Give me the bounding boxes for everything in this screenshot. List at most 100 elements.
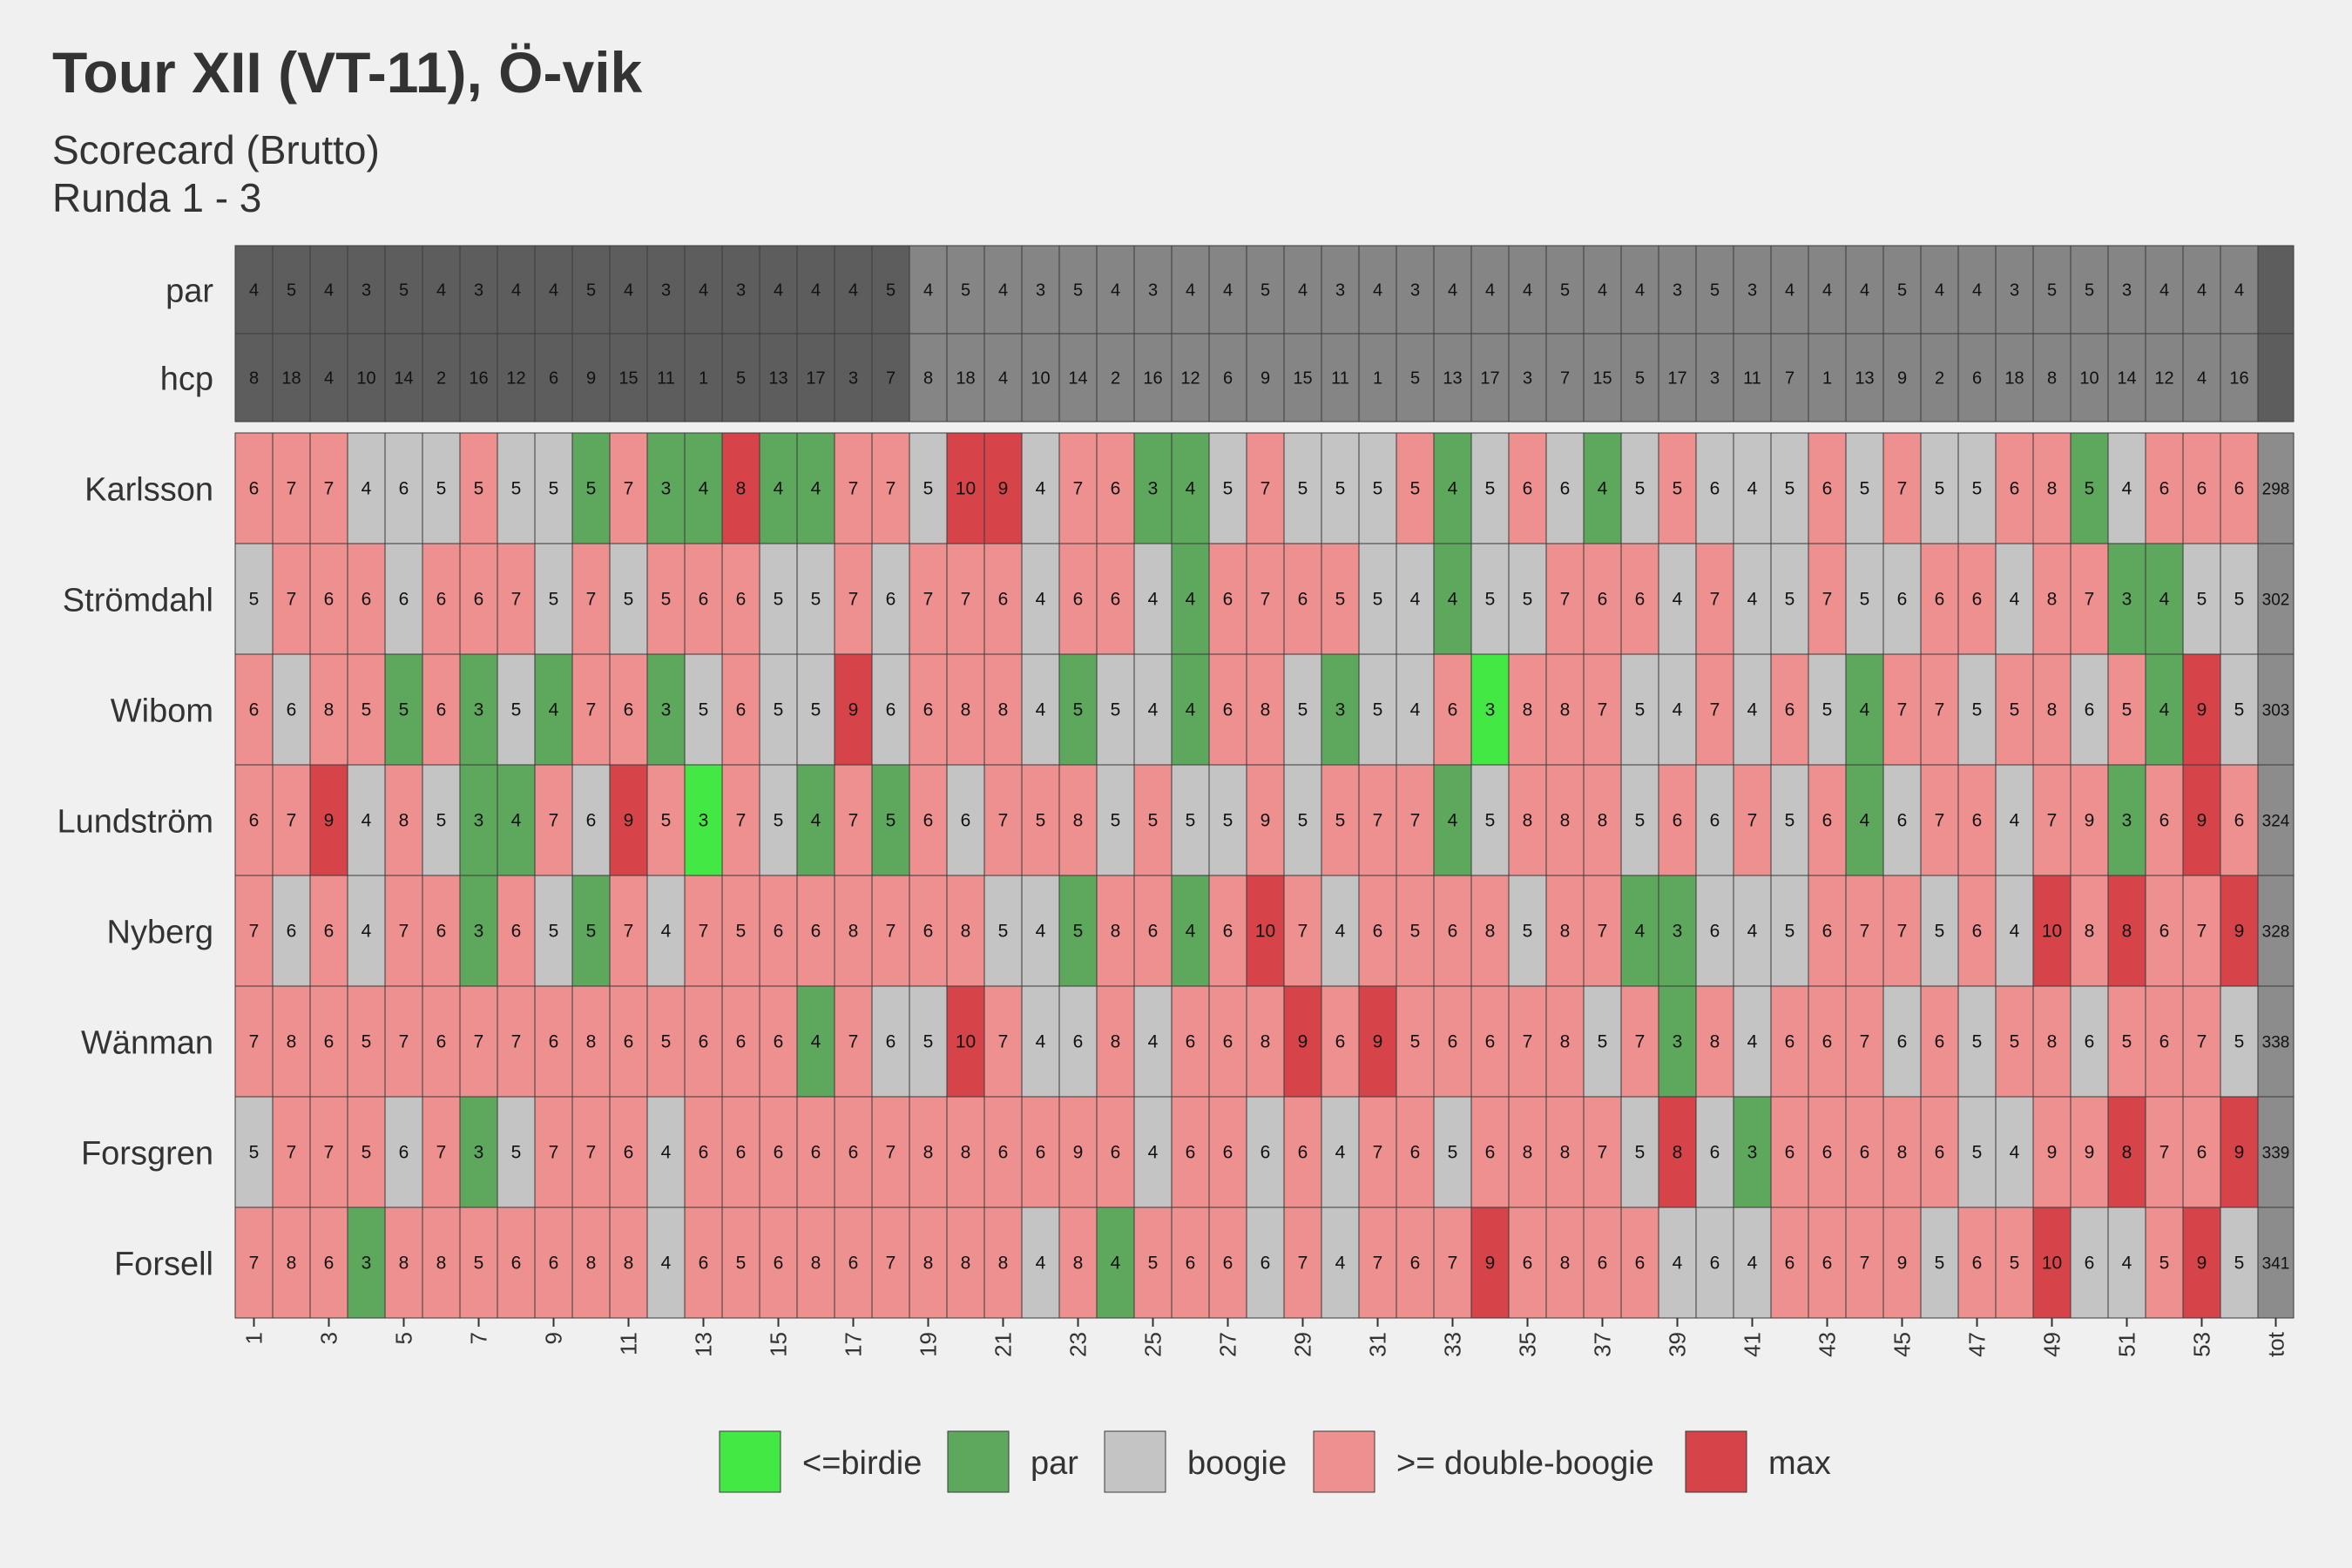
score-cell — [909, 543, 948, 655]
total-value: 302 — [2262, 591, 2290, 610]
header-cell-value: 5 — [736, 369, 746, 389]
header-cell — [1920, 333, 1959, 422]
header-cell-value: 17 — [806, 369, 825, 389]
score-cell — [497, 985, 536, 1098]
score-value: 4 — [661, 1143, 672, 1163]
score-value: 8 — [1560, 700, 1571, 720]
score-value: 3 — [362, 1254, 372, 1274]
score-value: 7 — [1860, 922, 1870, 942]
score-value: 8 — [811, 1254, 821, 1274]
score-cell — [1733, 1096, 1772, 1208]
score-cell — [1246, 543, 1285, 655]
score-value: 4 — [2159, 590, 2170, 610]
score-value: 7 — [1298, 1254, 1308, 1274]
score-value: 6 — [1523, 479, 1533, 499]
score-cell — [646, 653, 686, 766]
score-value: 5 — [661, 811, 672, 831]
score-cell — [1171, 1096, 1210, 1208]
score-value: 8 — [1111, 922, 1121, 942]
score-cell — [1845, 764, 1884, 876]
score-cell — [1133, 985, 1173, 1098]
score-value: 6 — [699, 590, 709, 610]
score-value: 4 — [1747, 479, 1758, 499]
x-tick-label: 25 — [1140, 1332, 1166, 1357]
score-cell — [1920, 985, 1959, 1098]
score-cell — [1133, 875, 1173, 987]
score-cell — [834, 875, 873, 987]
score-value: 4 — [549, 700, 559, 720]
score-value: 9 — [1073, 1143, 1084, 1163]
total-value: 338 — [2262, 1034, 2290, 1052]
score-cell — [497, 653, 536, 766]
header-cell — [309, 245, 348, 335]
score-value: 8 — [1523, 1143, 1533, 1163]
header-cell — [1358, 333, 1397, 422]
score-value: 8 — [961, 1143, 971, 1163]
score-cell — [459, 432, 498, 544]
header-cell-value: 5 — [1260, 281, 1270, 301]
score-value: 7 — [287, 1143, 297, 1163]
header-cell — [1021, 333, 1060, 422]
score-value: 6 — [1410, 1143, 1421, 1163]
score-cell — [1995, 543, 2034, 655]
score-value: 6 — [886, 590, 896, 610]
score-value: 6 — [811, 1143, 821, 1163]
score-value: 6 — [886, 1032, 896, 1052]
score-value: 5 — [1860, 479, 1870, 499]
legend-label: max — [1768, 1445, 1831, 1482]
score-cell — [1396, 764, 1435, 876]
x-tick-label: 43 — [1815, 1332, 1841, 1357]
header-row-label: par — [166, 274, 213, 310]
score-value: 5 — [811, 700, 821, 720]
score-value: 6 — [1598, 590, 1608, 610]
score-value: 9 — [1897, 1254, 1908, 1274]
score-cell — [1882, 985, 1922, 1098]
header-cell-value: 4 — [511, 281, 521, 301]
score-value: 9 — [2197, 700, 2207, 720]
score-value: 8 — [624, 1254, 634, 1274]
score-value: 7 — [699, 922, 709, 942]
score-cell — [347, 432, 386, 544]
header-cell-value: 3 — [474, 281, 483, 301]
score-cell — [234, 543, 274, 655]
score-value: 4 — [1673, 1254, 1683, 1274]
header-cell — [571, 333, 611, 422]
header-cell — [684, 333, 723, 422]
score-cell — [796, 543, 835, 655]
score-value: 7 — [249, 1032, 260, 1052]
score-value: 10 — [956, 479, 976, 499]
score-cell — [2107, 543, 2146, 655]
header-cell-value: 3 — [1523, 369, 1532, 389]
score-value: 6 — [1935, 590, 1945, 610]
score-cell — [1957, 875, 1997, 987]
score-cell — [459, 764, 498, 876]
score-cell — [1808, 653, 1847, 766]
score-cell — [1246, 875, 1285, 987]
score-value: 6 — [1710, 922, 1720, 942]
score-value: 5 — [511, 479, 522, 499]
score-cell — [1058, 875, 1098, 987]
score-value: 4 — [1186, 479, 1196, 499]
score-value: 7 — [2085, 590, 2095, 610]
score-value: 5 — [1673, 479, 1683, 499]
header-cell — [1808, 333, 1847, 422]
score-value: 5 — [1073, 922, 1084, 942]
score-value: 6 — [1186, 1032, 1196, 1052]
score-cell — [1845, 985, 1884, 1098]
score-cell — [234, 1096, 274, 1208]
score-value: 5 — [1785, 811, 1795, 831]
header-cell-value: 17 — [1480, 369, 1499, 389]
score-value: 6 — [1822, 811, 1833, 831]
score-cell — [1433, 985, 1472, 1098]
score-cell — [1658, 432, 1697, 544]
score-value: 6 — [1223, 1032, 1233, 1052]
score-cell — [1021, 432, 1060, 544]
score-cell — [571, 653, 611, 766]
header-cell-value: 3 — [1148, 281, 1158, 301]
score-value: 6 — [774, 1143, 784, 1163]
header-cell — [1882, 245, 1922, 335]
score-cell — [459, 1206, 498, 1319]
score-value: 6 — [1298, 590, 1308, 610]
score-cell — [1957, 432, 1997, 544]
score-value: 7 — [511, 1032, 522, 1052]
